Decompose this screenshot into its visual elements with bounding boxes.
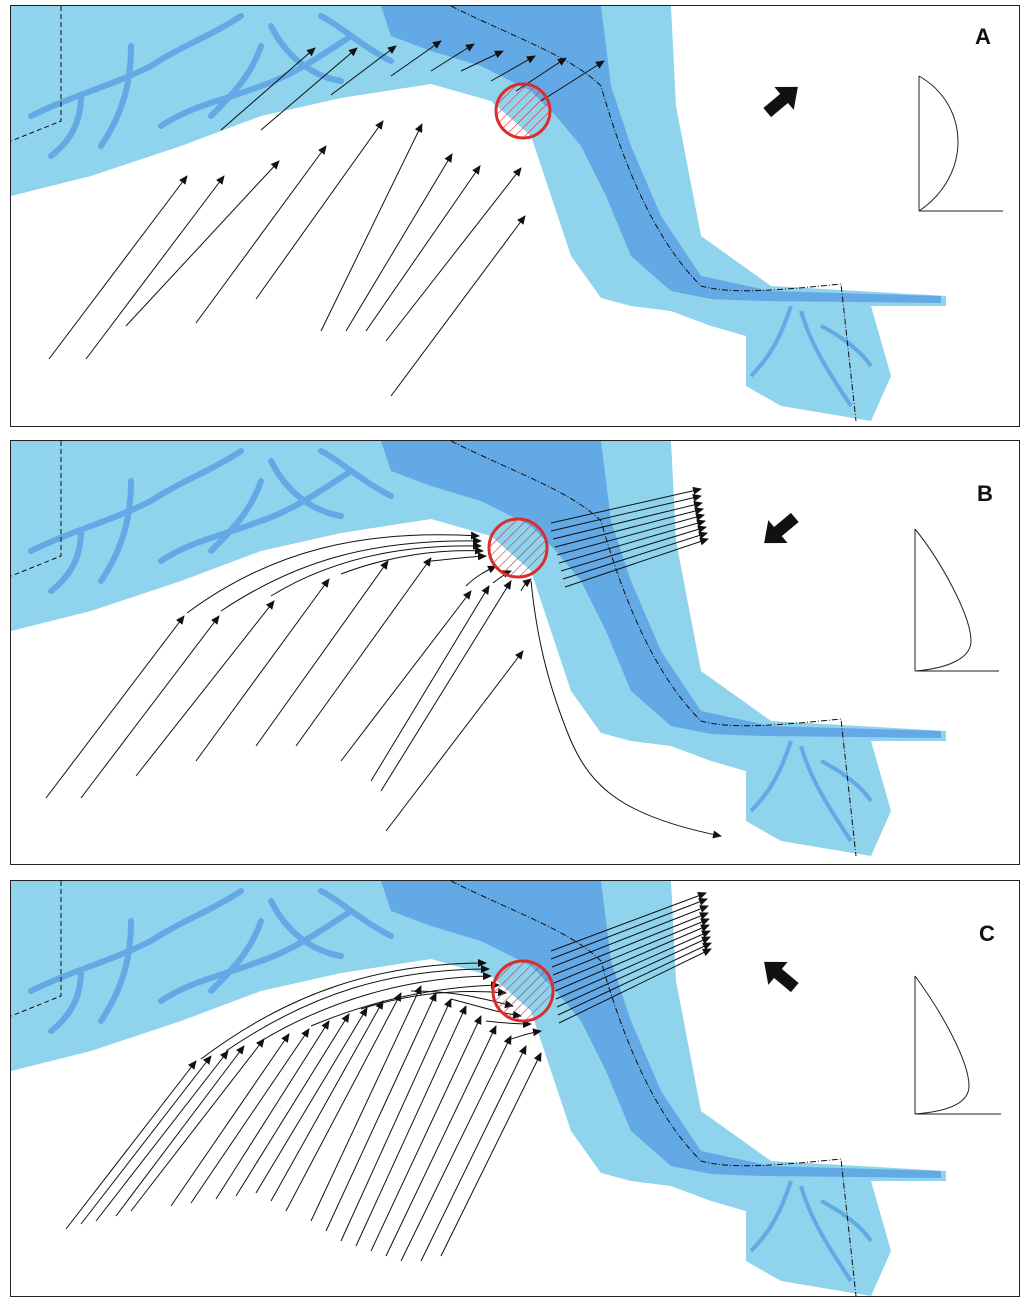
tidal-creeks (28, 448, 394, 594)
tidal-creeks (28, 13, 394, 159)
tidal-creeks (28, 888, 394, 1034)
deep-channel (381, 881, 941, 1178)
velocity-profile (914, 528, 999, 672)
estuary-map (11, 6, 946, 422)
wind-direction-arrow (764, 512, 799, 544)
panel-a-map (11, 6, 1003, 422)
wind-direction-arrow (764, 961, 799, 993)
panel-b: B (10, 440, 1020, 865)
panel-c: C (10, 880, 1020, 1297)
panel-c-map (11, 881, 1001, 1296)
boundary-line (11, 881, 62, 1017)
navigation-channel-line (450, 881, 857, 1296)
southern-bay-channels (749, 1180, 873, 1283)
panel-b-map (11, 441, 999, 857)
panel-label-b: B (977, 481, 993, 506)
study-site-circle (494, 82, 552, 140)
boundary-line (11, 6, 62, 142)
navigation-channel-line (450, 6, 857, 422)
study-site-circle (487, 517, 549, 579)
southern-bay-channels (749, 305, 873, 408)
shallow-water-area (11, 881, 946, 1296)
estuary-map (11, 881, 946, 1296)
flow-arrows (65, 892, 712, 1262)
boundary-line (11, 441, 62, 577)
estuary-map (11, 441, 946, 857)
panel-label-a: A (975, 24, 991, 49)
panel-a: A (10, 5, 1020, 427)
flow-arrows (45, 486, 722, 839)
southern-bay-channels (749, 740, 873, 843)
wind-direction-arrow (763, 86, 798, 118)
navigation-channel-line (450, 441, 857, 857)
velocity-profile (914, 975, 1001, 1115)
deep-channel (381, 441, 941, 738)
velocity-profile (918, 75, 1003, 212)
panel-label-c: C (979, 921, 995, 946)
shallow-water-area (11, 441, 946, 856)
study-site-circle (491, 959, 555, 1023)
flow-arrows (48, 40, 605, 397)
deep-channel (381, 6, 941, 303)
